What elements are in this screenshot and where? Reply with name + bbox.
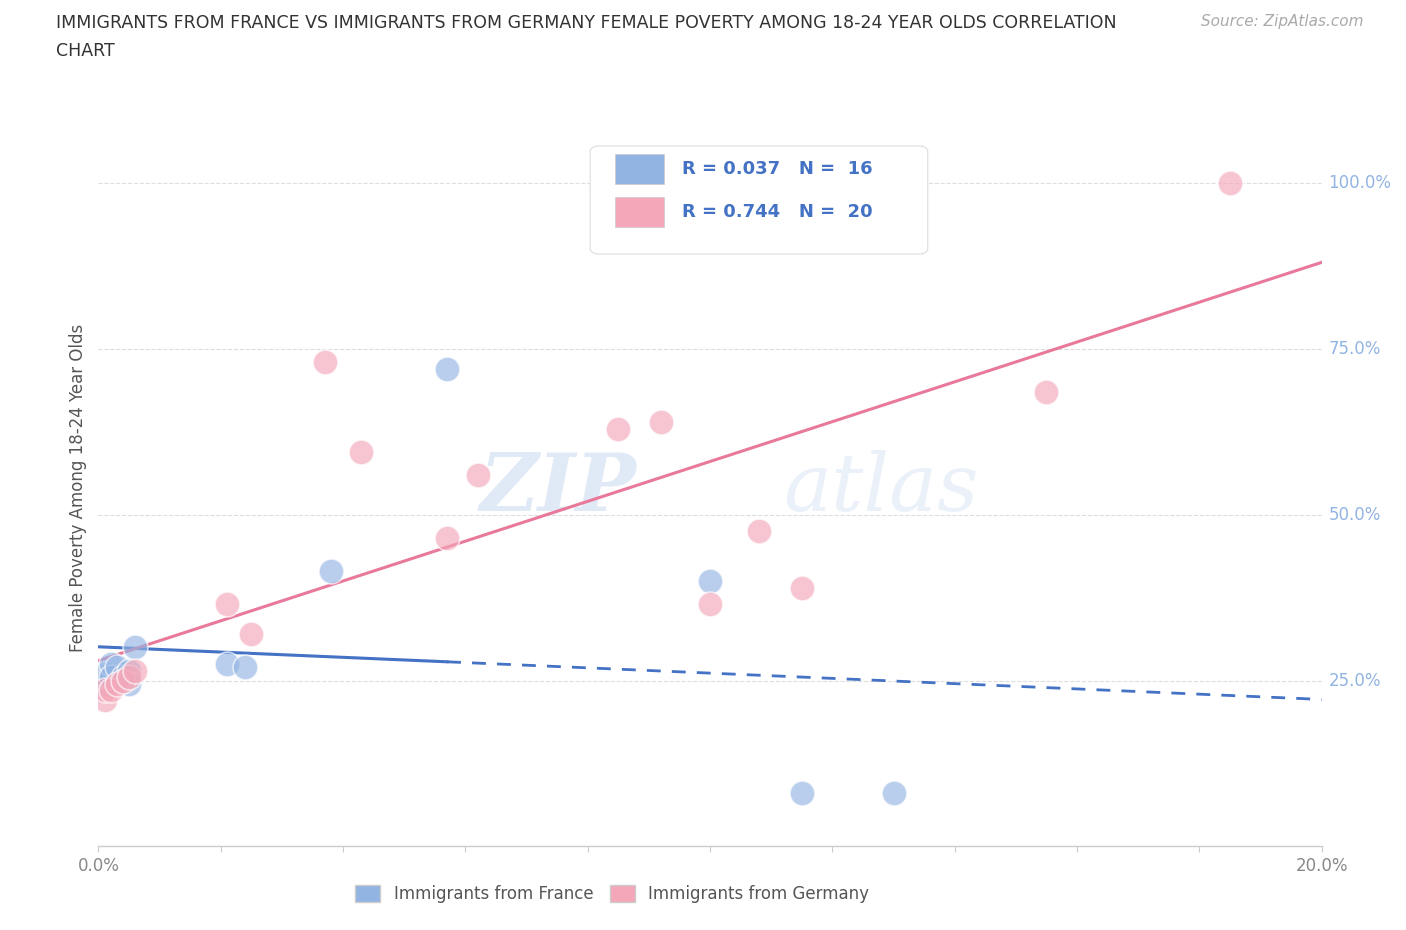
Point: [233, 660, 256, 675]
Point: [93, 683, 115, 698]
Point: [650, 415, 672, 430]
Text: Source: ZipAtlas.com: Source: ZipAtlas.com: [1201, 14, 1364, 29]
Point: [436, 530, 458, 545]
Point: [118, 670, 141, 684]
Point: [699, 574, 721, 589]
Point: [883, 786, 905, 801]
Text: R = 0.037   N =  16: R = 0.037 N = 16: [682, 160, 873, 178]
Text: 75.0%: 75.0%: [1329, 340, 1381, 358]
Point: [100, 683, 122, 698]
Point: [111, 670, 134, 684]
Y-axis label: Female Poverty Among 18-24 Year Olds: Female Poverty Among 18-24 Year Olds: [69, 325, 87, 652]
Point: [100, 657, 122, 671]
Text: CHART: CHART: [56, 42, 115, 60]
Point: [118, 663, 141, 678]
Point: [100, 670, 122, 684]
Legend: Immigrants from France, Immigrants from Germany: Immigrants from France, Immigrants from …: [349, 878, 876, 910]
Point: [93, 667, 115, 682]
Point: [748, 524, 770, 538]
Text: atlas: atlas: [783, 449, 979, 527]
Point: [240, 627, 263, 642]
Point: [124, 640, 146, 655]
Point: [124, 663, 146, 678]
Point: [111, 673, 134, 688]
Text: ZIP: ZIP: [479, 449, 637, 527]
Point: [105, 660, 128, 675]
Point: [699, 597, 721, 612]
Text: 100.0%: 100.0%: [1329, 174, 1392, 193]
Text: R = 0.744   N =  20: R = 0.744 N = 20: [682, 203, 873, 220]
Point: [215, 657, 238, 671]
Point: [1219, 176, 1241, 191]
Point: [1035, 385, 1057, 400]
Point: [467, 468, 489, 483]
Point: [790, 580, 813, 595]
Point: [93, 693, 115, 708]
Point: [215, 597, 238, 612]
Point: [118, 676, 141, 691]
Text: 50.0%: 50.0%: [1329, 506, 1381, 524]
Point: [607, 421, 630, 436]
FancyBboxPatch shape: [591, 146, 928, 254]
Point: [93, 676, 115, 691]
Text: IMMIGRANTS FROM FRANCE VS IMMIGRANTS FROM GERMANY FEMALE POVERTY AMONG 18-24 YEA: IMMIGRANTS FROM FRANCE VS IMMIGRANTS FRO…: [56, 14, 1116, 32]
Point: [436, 362, 458, 377]
Point: [319, 564, 342, 578]
Point: [350, 445, 373, 459]
Point: [790, 786, 813, 801]
Point: [105, 676, 128, 691]
Bar: [614, 153, 664, 184]
Bar: [614, 197, 664, 227]
Text: 25.0%: 25.0%: [1329, 671, 1381, 689]
Point: [314, 355, 336, 370]
